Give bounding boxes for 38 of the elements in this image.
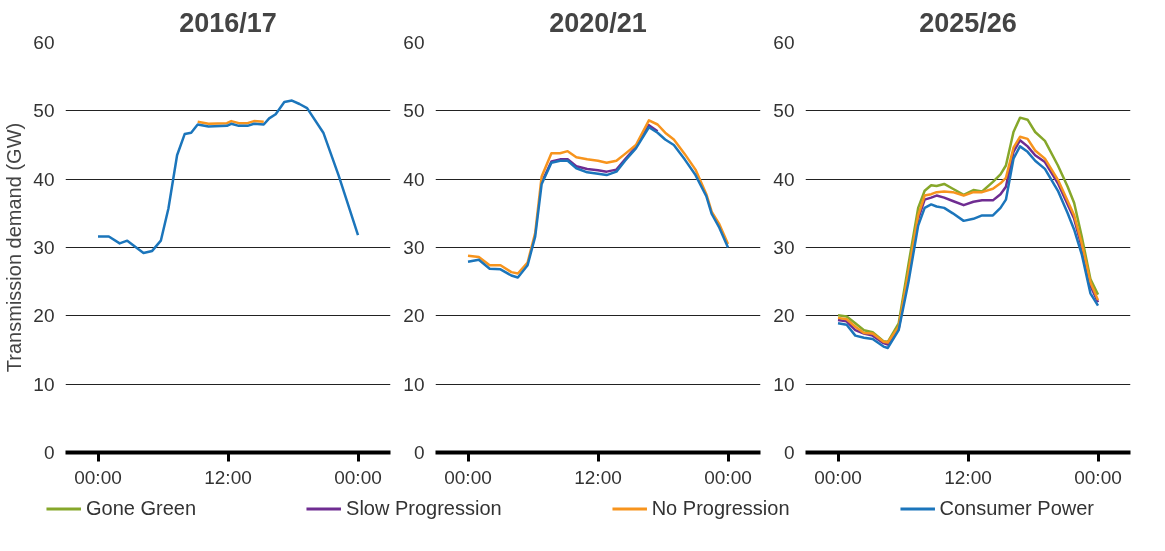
y-tick-label: 10 xyxy=(773,373,795,395)
x-tick-label: 00:00 xyxy=(1074,466,1122,488)
y-tick-label: 20 xyxy=(773,305,795,327)
y-tick-label: 0 xyxy=(783,442,795,463)
legend-label: No Progression xyxy=(651,496,790,520)
legend-label: Consumer Power xyxy=(939,496,1095,520)
chart-title: 2025/26 xyxy=(919,7,1017,38)
x-tick-label: 12:00 xyxy=(574,466,622,488)
x-tick-label: 12:00 xyxy=(944,466,992,488)
x-tick-label: 00:00 xyxy=(704,466,752,488)
chart-title: 2020/21 xyxy=(549,7,647,38)
y-tick-label: 30 xyxy=(33,237,55,258)
y-tick-label: 30 xyxy=(403,237,425,258)
y-tick-label: 60 xyxy=(773,32,795,53)
x-tick-label: 12:00 xyxy=(204,466,252,488)
y-tick-label: 50 xyxy=(403,100,425,122)
y-tick-label: 30 xyxy=(773,237,795,258)
y-tick-label: 40 xyxy=(33,168,55,190)
x-tick-label: 00:00 xyxy=(444,466,492,488)
legend-label: Gone Green xyxy=(85,496,197,520)
y-tick-label: 40 xyxy=(773,168,795,190)
y-tick-label: 40 xyxy=(403,168,425,190)
y-tick-label: 10 xyxy=(33,373,55,395)
y-tick-label: 50 xyxy=(33,100,55,122)
y-tick-label: 60 xyxy=(33,32,55,53)
chart-title: 2016/17 xyxy=(179,7,277,38)
y-tick-label: 0 xyxy=(413,442,425,463)
y-tick-label: 50 xyxy=(773,100,795,122)
y-tick-label: 60 xyxy=(403,32,425,53)
y-tick-label: 0 xyxy=(43,442,55,463)
y-tick-label: 20 xyxy=(33,305,55,327)
y-tick-label: 20 xyxy=(403,305,425,327)
x-tick-label: 00:00 xyxy=(334,466,382,488)
x-tick-label: 00:00 xyxy=(814,466,862,488)
x-tick-label: 00:00 xyxy=(74,466,122,488)
legend-label: Slow Progression xyxy=(346,496,502,520)
y-tick-label: 10 xyxy=(403,373,425,395)
y-axis-title: Transmission demand (GW) xyxy=(3,122,26,373)
